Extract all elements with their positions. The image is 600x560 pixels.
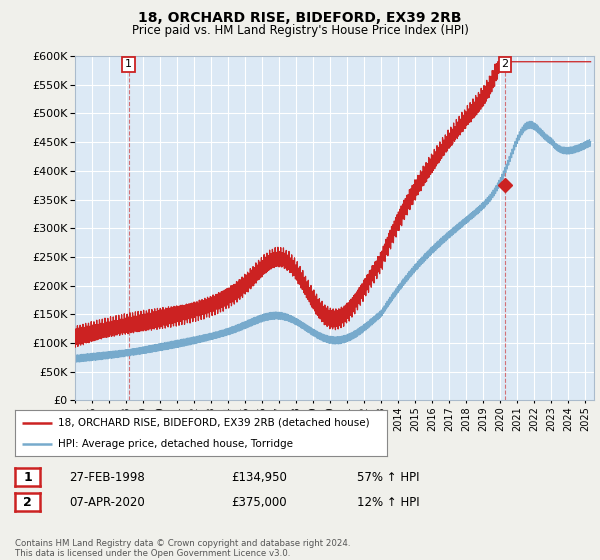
Text: 1: 1 (125, 59, 132, 69)
Text: 18, ORCHARD RISE, BIDEFORD, EX39 2RB: 18, ORCHARD RISE, BIDEFORD, EX39 2RB (138, 11, 462, 25)
Text: 57% ↑ HPI: 57% ↑ HPI (357, 470, 419, 484)
Text: 27-FEB-1998: 27-FEB-1998 (69, 470, 145, 484)
Text: Price paid vs. HM Land Registry's House Price Index (HPI): Price paid vs. HM Land Registry's House … (131, 24, 469, 36)
Text: 12% ↑ HPI: 12% ↑ HPI (357, 496, 419, 509)
Text: HPI: Average price, detached house, Torridge: HPI: Average price, detached house, Torr… (58, 439, 293, 449)
Text: Contains HM Land Registry data © Crown copyright and database right 2024.
This d: Contains HM Land Registry data © Crown c… (15, 539, 350, 558)
Text: £375,000: £375,000 (231, 496, 287, 509)
Text: 1: 1 (23, 470, 32, 484)
Text: 07-APR-2020: 07-APR-2020 (69, 496, 145, 509)
Text: 2: 2 (502, 59, 509, 69)
Text: 2: 2 (23, 496, 32, 509)
Text: 18, ORCHARD RISE, BIDEFORD, EX39 2RB (detached house): 18, ORCHARD RISE, BIDEFORD, EX39 2RB (de… (58, 418, 370, 428)
Text: £134,950: £134,950 (231, 470, 287, 484)
